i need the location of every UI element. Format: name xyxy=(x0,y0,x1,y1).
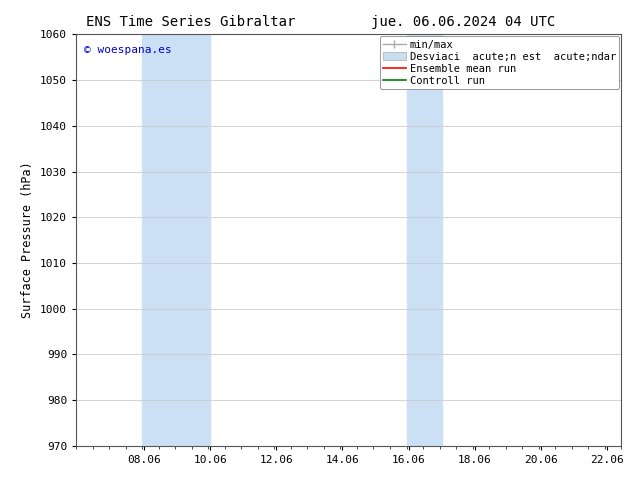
Text: © woespana.es: © woespana.es xyxy=(84,45,172,54)
Legend: min/max, Desviaci  acute;n est  acute;ndar, Ensemble mean run, Controll run: min/max, Desviaci acute;n est acute;ndar… xyxy=(380,36,619,89)
Y-axis label: Surface Pressure (hPa): Surface Pressure (hPa) xyxy=(22,162,34,318)
Text: ENS Time Series Gibraltar: ENS Time Series Gibraltar xyxy=(86,15,295,29)
Text: jue. 06.06.2024 04 UTC: jue. 06.06.2024 04 UTC xyxy=(371,15,555,29)
Bar xyxy=(406,34,441,446)
Bar xyxy=(142,34,210,446)
